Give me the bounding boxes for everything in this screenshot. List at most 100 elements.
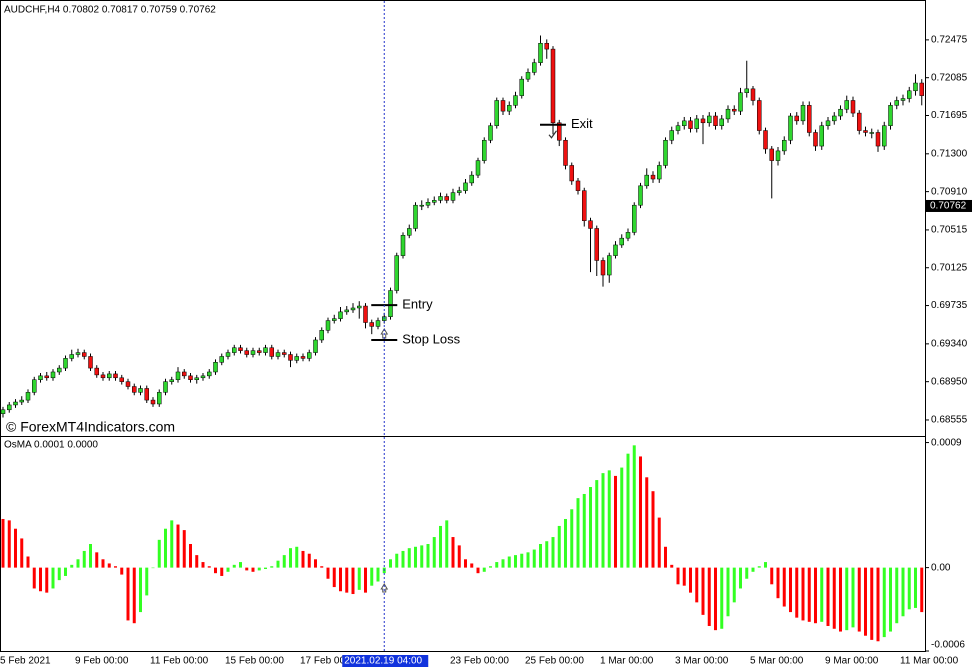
histogram-bar	[545, 541, 549, 568]
candle-body	[275, 352, 281, 357]
histogram-bar	[332, 567, 336, 588]
signal-arrow	[380, 583, 389, 593]
candle-body	[438, 196, 443, 201]
histogram-bar	[520, 553, 524, 568]
histogram-bar	[189, 544, 192, 568]
candle-body	[182, 371, 187, 377]
candle-body	[700, 118, 706, 124]
histogram-bar	[814, 567, 817, 624]
annotation-label: Stop Loss	[402, 331, 460, 346]
candle-body	[632, 204, 637, 233]
candle-body	[919, 82, 924, 96]
histogram-bar	[864, 567, 867, 636]
candle-body	[575, 180, 581, 191]
y-tick-label: 0.70515	[931, 225, 968, 236]
histogram-bar	[307, 553, 311, 568]
candle-body	[425, 202, 431, 206]
candle-body	[200, 375, 206, 379]
candle-body	[725, 108, 731, 120]
histogram-bar	[301, 550, 305, 568]
histogram-bar	[257, 567, 261, 571]
candle-body	[544, 43, 549, 50]
candle-body	[69, 354, 74, 359]
candle-body	[875, 132, 881, 147]
histogram-bar	[239, 562, 242, 568]
histogram-bar	[407, 548, 411, 568]
candle-body	[138, 388, 143, 393]
histogram-bar	[26, 556, 30, 568]
candle-body	[757, 100, 762, 131]
candle-body	[163, 381, 168, 393]
x-tick-label: 1 Mar 00:00	[600, 656, 654, 667]
candle-body	[832, 115, 837, 122]
candle-body	[463, 182, 468, 191]
histogram-bar	[245, 567, 249, 571]
histogram-bar	[745, 567, 749, 579]
histogram-bar	[601, 473, 605, 568]
exit-check	[548, 130, 557, 139]
histogram-bar	[595, 480, 599, 568]
histogram-bar	[557, 525, 561, 568]
histogram-bar	[276, 560, 280, 568]
candle-body	[19, 399, 24, 403]
histogram-bar	[89, 544, 92, 568]
candle-body	[607, 255, 612, 276]
candle-body	[88, 356, 93, 369]
histogram-bar	[526, 552, 530, 568]
candle-body	[813, 132, 818, 147]
annotation-label: Entry	[402, 297, 433, 312]
histogram-bar	[51, 567, 55, 589]
histogram-bar	[789, 567, 792, 613]
histogram-bar	[626, 453, 630, 568]
histogram-bar	[582, 493, 586, 568]
candle-body	[763, 130, 768, 150]
candle-body	[407, 228, 412, 236]
candle-body	[457, 190, 462, 193]
x-tick-label: 9 Mar 00:00	[825, 656, 879, 667]
y-tick-label: 0.69340	[931, 338, 968, 349]
histogram-bar	[889, 567, 892, 632]
y-tick-label: -0.0006	[931, 640, 965, 651]
candle-body	[169, 379, 174, 382]
histogram-bar	[145, 567, 149, 596]
histogram-bar	[714, 567, 717, 631]
candle-body	[369, 322, 374, 327]
candle-body	[625, 232, 631, 239]
histogram-bar	[326, 567, 330, 579]
candle-body	[82, 352, 87, 357]
candle-body	[838, 108, 843, 117]
histogram-bar	[839, 567, 842, 632]
candle-body	[682, 120, 687, 126]
histogram-bar	[214, 567, 217, 574]
histogram-bar	[845, 567, 849, 631]
candle-body	[32, 379, 37, 393]
chart-title: AUDCHF,H4 0.70802 0.70817 0.70759 0.7076…	[4, 5, 216, 16]
histogram-bar	[282, 555, 286, 568]
candle-body	[882, 125, 887, 147]
candle-body	[0, 409, 6, 414]
histogram-bar	[95, 552, 99, 568]
histogram-bar	[126, 567, 130, 621]
histogram-bar	[157, 539, 161, 568]
candle-body	[569, 165, 574, 182]
candle-body	[225, 352, 231, 357]
histogram-bar	[457, 545, 461, 568]
histogram-bar	[445, 520, 449, 568]
histogram-bar	[45, 567, 49, 593]
candle-body	[557, 122, 562, 141]
watermark: © ForexMT4Indicators.com	[6, 419, 175, 435]
candle-body	[319, 330, 324, 341]
candle-body	[444, 196, 449, 201]
x-tick-label: 9 Feb 00:00	[75, 656, 129, 667]
histogram-bar	[176, 524, 180, 568]
histogram-bar	[107, 563, 111, 568]
candle-body	[494, 100, 499, 126]
histogram-bar	[389, 559, 392, 568]
x-tick-label: 11 Mar 00:00	[900, 656, 959, 667]
crosshair-box	[342, 655, 429, 667]
candle-body	[132, 386, 137, 393]
candle-body	[119, 377, 124, 382]
histogram-bar	[764, 562, 767, 568]
histogram-bar	[114, 566, 117, 568]
candle-body	[513, 95, 518, 106]
